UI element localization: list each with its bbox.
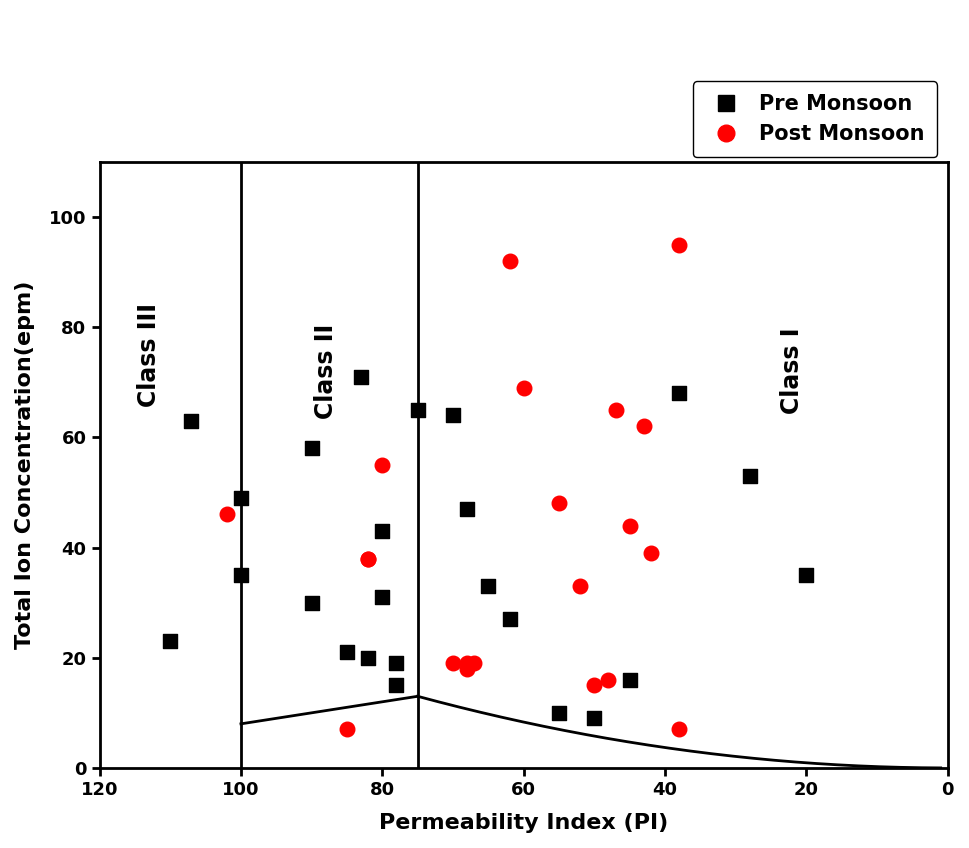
Pre Monsoon <box>163 634 178 648</box>
Pre Monsoon <box>375 590 391 604</box>
Pre Monsoon <box>551 706 567 720</box>
Text: Class I: Class I <box>780 328 804 415</box>
Pre Monsoon <box>360 651 376 665</box>
Pre Monsoon <box>354 370 369 383</box>
Text: Class II: Class II <box>314 324 338 419</box>
Post Monsoon <box>608 403 623 416</box>
Y-axis label: Total Ion Concentration(epm): Total Ion Concentration(epm) <box>15 281 35 649</box>
Post Monsoon <box>551 497 567 510</box>
Pre Monsoon <box>304 442 320 455</box>
Pre Monsoon <box>304 596 320 610</box>
Post Monsoon <box>672 237 687 251</box>
Post Monsoon <box>339 722 355 736</box>
Post Monsoon <box>360 552 376 566</box>
X-axis label: Permeability Index (PI): Permeability Index (PI) <box>379 813 669 833</box>
Post Monsoon <box>459 656 475 670</box>
Pre Monsoon <box>375 524 391 538</box>
Pre Monsoon <box>586 711 602 725</box>
Pre Monsoon <box>502 612 517 626</box>
Pre Monsoon <box>410 403 425 416</box>
Post Monsoon <box>445 656 460 670</box>
Post Monsoon <box>643 546 659 560</box>
Post Monsoon <box>466 656 482 670</box>
Pre Monsoon <box>339 645 355 659</box>
Pre Monsoon <box>481 579 496 593</box>
Pre Monsoon <box>234 568 249 582</box>
Pre Monsoon <box>672 387 687 400</box>
Post Monsoon <box>636 420 651 433</box>
Post Monsoon <box>219 508 234 522</box>
Post Monsoon <box>573 579 588 593</box>
Post Monsoon <box>459 662 475 676</box>
Post Monsoon <box>672 722 687 736</box>
Post Monsoon <box>360 552 376 566</box>
Pre Monsoon <box>445 409 460 422</box>
Post Monsoon <box>502 254 517 268</box>
Post Monsoon <box>516 381 531 394</box>
Pre Monsoon <box>389 656 404 670</box>
Pre Monsoon <box>742 469 758 483</box>
Pre Monsoon <box>389 678 404 692</box>
Pre Monsoon <box>622 673 638 687</box>
Post Monsoon <box>622 519 638 533</box>
Pre Monsoon <box>459 502 475 516</box>
Post Monsoon <box>375 458 391 471</box>
Post Monsoon <box>586 678 602 692</box>
Text: Class III: Class III <box>137 303 161 407</box>
Pre Monsoon <box>798 568 814 582</box>
Pre Monsoon <box>234 491 249 505</box>
Legend: Pre Monsoon, Post Monsoon: Pre Monsoon, Post Monsoon <box>693 81 937 157</box>
Post Monsoon <box>601 673 616 687</box>
Pre Monsoon <box>184 414 200 427</box>
